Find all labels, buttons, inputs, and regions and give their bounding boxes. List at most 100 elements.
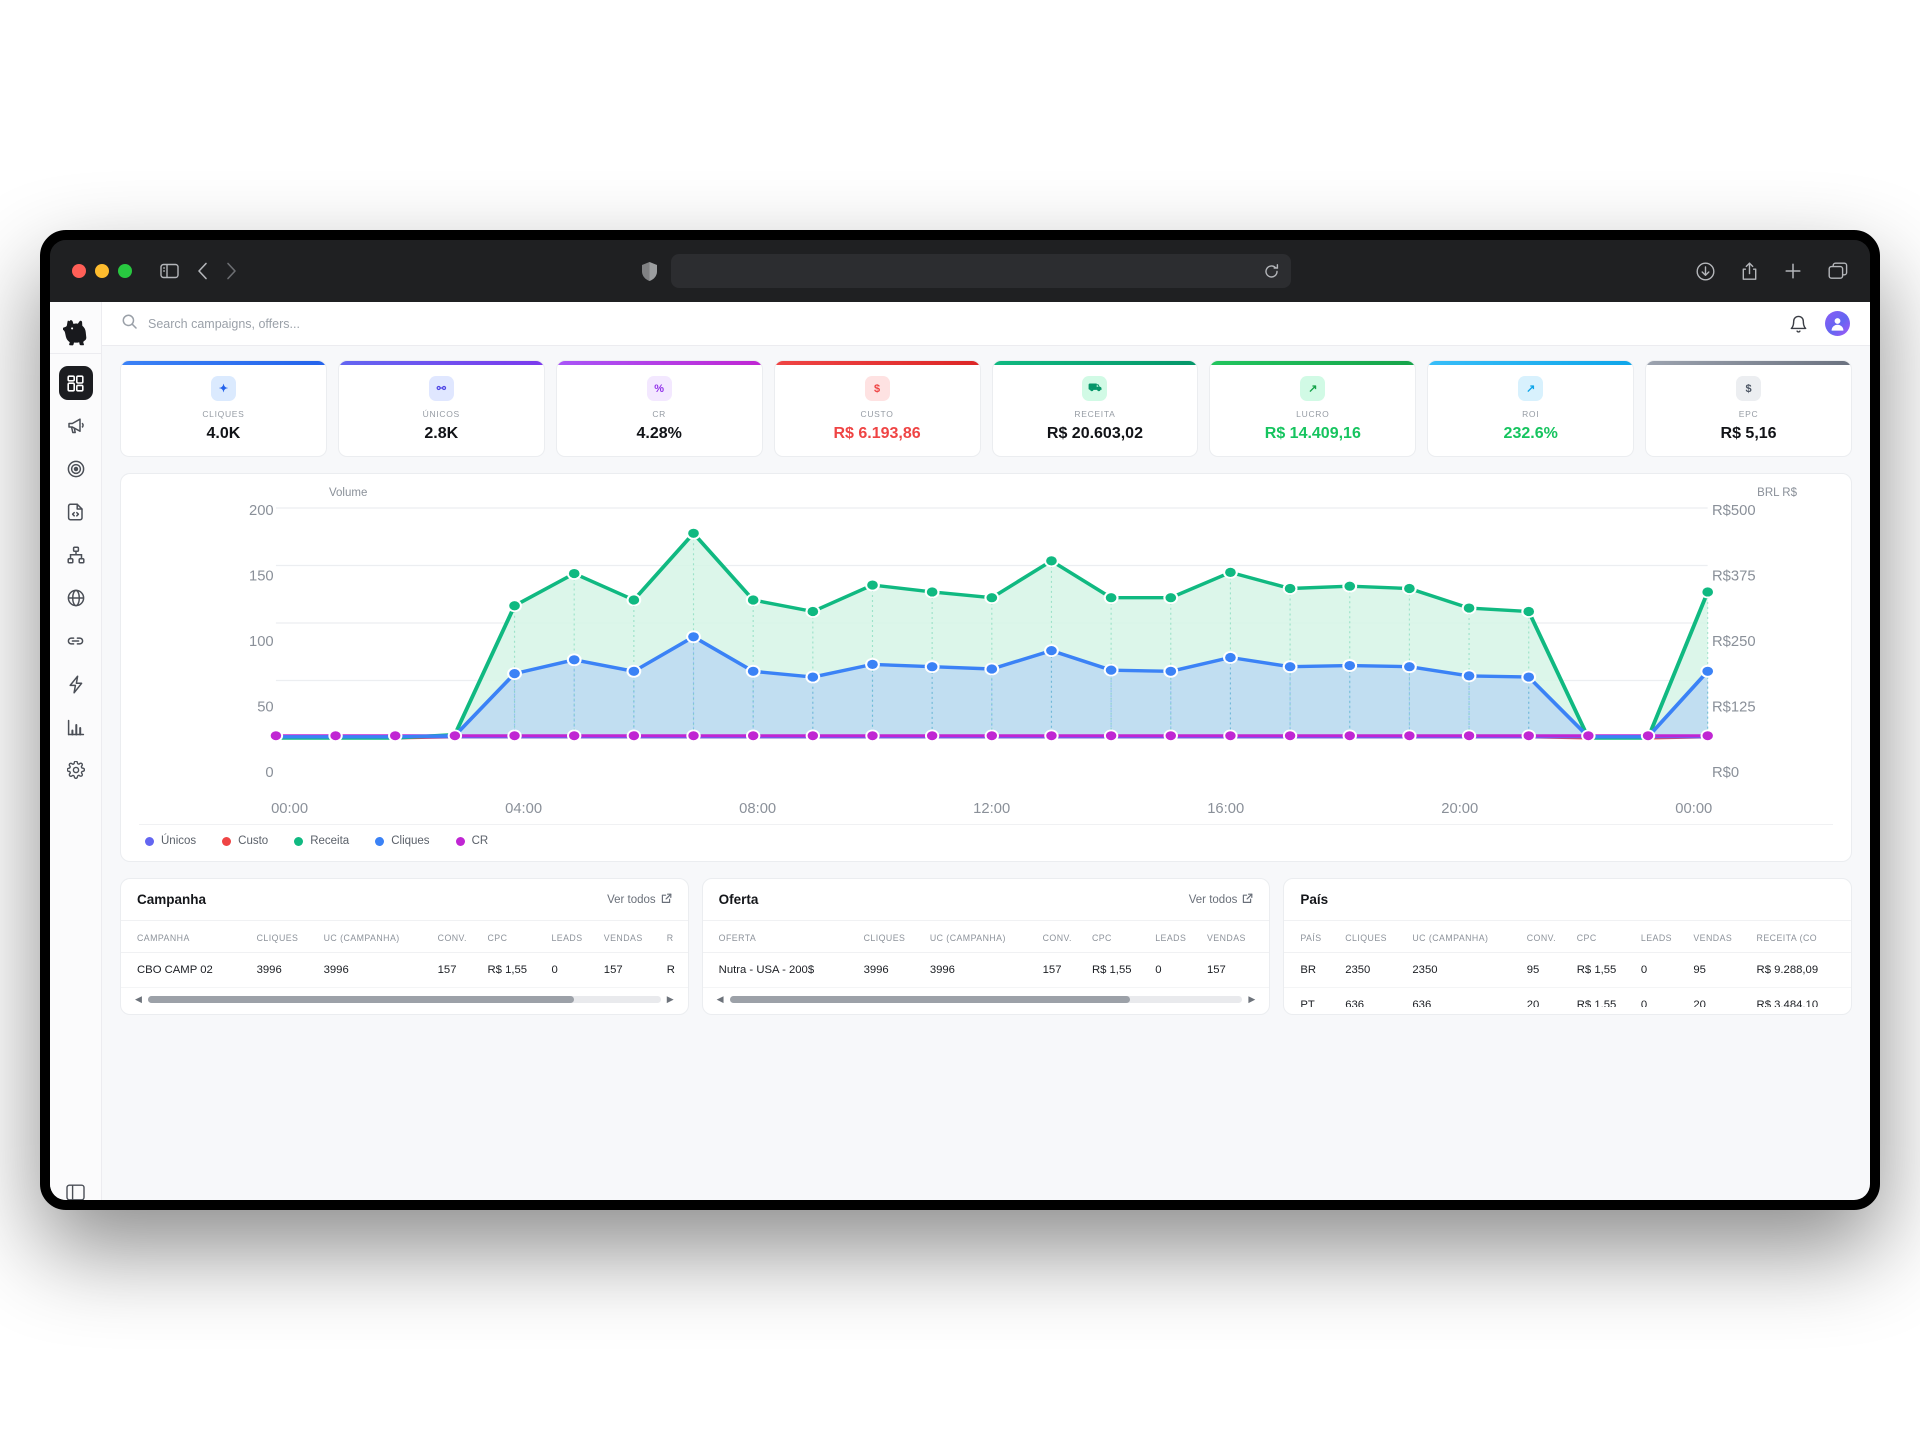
scrollbar-track[interactable]: [147, 996, 661, 1003]
legend-item-únicos[interactable]: Únicos: [145, 835, 196, 847]
panel-collapse-icon[interactable]: [66, 1184, 85, 1200]
main-area: Search campaigns, offers... ✦ CLIQUES 4.0K…: [102, 302, 1870, 1200]
kpi-card-lucro[interactable]: ↗ LUCRO R$ 14.409,16: [1209, 360, 1417, 457]
kpi-card-cr[interactable]: % CR 4.28%: [555, 360, 763, 457]
table-scroll-region[interactable]: PAÍS CLIQUES UC (CAMPANHA) CONV. CPC LEADS VEN…: [1284, 921, 1852, 1007]
column-header[interactable]: VENDAS: [603, 921, 667, 953]
column-header[interactable]: LEADS: [1155, 921, 1207, 953]
search-bar[interactable]: Search campaigns, offers...: [122, 314, 1790, 334]
forward-icon[interactable]: [226, 262, 237, 280]
kpi-card-roi[interactable]: ↗ ROI 232.6%: [1427, 360, 1635, 457]
reload-icon[interactable]: [1264, 263, 1279, 279]
scroll-right-arrow[interactable]: ▶: [666, 994, 674, 1004]
column-header[interactable]: UC (CAMPANHA): [929, 921, 1043, 953]
tabs-icon[interactable]: [1828, 262, 1848, 280]
column-header[interactable]: LEADS: [1640, 921, 1694, 953]
bell-icon[interactable]: [1790, 315, 1807, 333]
column-header[interactable]: LEADS: [551, 921, 604, 953]
table-scroll-region[interactable]: OFERTA CLIQUES UC (CAMPANHA) CONV. CPC LEADS V…: [702, 921, 1270, 988]
column-header[interactable]: CONV.: [1526, 921, 1577, 953]
column-header[interactable]: CONV.: [1042, 921, 1092, 953]
kpi-card-receita[interactable]: ⛟ RECEITA R$ 20.603,02: [991, 360, 1199, 457]
legend-item-custo[interactable]: Custo: [222, 835, 268, 847]
table-card-campanha: Campanha Ver todos CAMPANHA CLIQUES UC (CAMP…: [120, 878, 689, 1015]
window-controls[interactable]: [72, 264, 132, 278]
column-header[interactable]: CPC: [487, 921, 552, 953]
column-header[interactable]: CLIQUES: [1345, 921, 1413, 953]
table-row[interactable]: CBO CAMP 02 3996 3996 157 R$ 1,55 0 157 R: [121, 952, 688, 988]
sidebar-icon[interactable]: [160, 263, 179, 279]
view-all-link[interactable]: Ver todos: [1189, 893, 1254, 907]
sidebar-item-campaigns[interactable]: [59, 409, 93, 443]
table-row[interactable]: BR 2350 2350 95 R$ 1,55 0 95 R$ 9.288,09: [1284, 952, 1852, 988]
horizontal-scrollbar[interactable]: ◀ ▶: [703, 988, 1270, 1014]
column-header[interactable]: CLIQUES: [256, 921, 324, 953]
chart-area: Volume BRL R$ 0 50 100 150 200 R$0 R$125 R$250 R…: [139, 487, 1833, 820]
scroll-left-arrow[interactable]: ◀: [716, 994, 724, 1004]
address-bar[interactable]: [671, 254, 1291, 288]
shield-icon[interactable]: [642, 261, 657, 281]
column-header[interactable]: CAMPANHA: [121, 921, 257, 953]
search-icon: [122, 314, 137, 334]
close-window-button[interactable]: [72, 264, 86, 278]
column-header[interactable]: VENDAS: [1693, 921, 1757, 953]
column-header[interactable]: CLIQUES: [863, 921, 930, 953]
legend-item-receita[interactable]: Receita: [294, 835, 349, 847]
sidebar-item-domains[interactable]: [59, 581, 93, 615]
avatar[interactable]: [1825, 311, 1850, 336]
maximize-window-button[interactable]: [118, 264, 132, 278]
scrollbar-track[interactable]: [729, 996, 1243, 1003]
back-icon[interactable]: [197, 262, 208, 280]
trending-up-icon: ↗: [1300, 376, 1326, 401]
chart-y-axis-title: Volume: [329, 487, 368, 499]
column-header[interactable]: UC (CAMPANHA): [1412, 921, 1527, 953]
column-header[interactable]: CONV.: [437, 921, 488, 953]
minimize-window-button[interactable]: [95, 264, 109, 278]
scrollbar-thumb[interactable]: [147, 996, 574, 1003]
table-cell: 3996: [863, 952, 930, 988]
download-icon[interactable]: [1696, 261, 1715, 281]
table-row[interactable]: PT 636 636 20 R$ 1,55 0 20 R$ 3.484,10: [1284, 987, 1852, 1007]
table-row[interactable]: Nutra - USA - 200$ 3996 3996 157 R$ 1,55 0 157: [702, 952, 1270, 988]
table-cell: 157: [437, 952, 488, 988]
scroll-left-arrow[interactable]: ◀: [135, 994, 142, 1004]
table-title: País: [1300, 892, 1329, 907]
kpi-card-cliques[interactable]: ✦ CLIQUES 4.0K: [120, 360, 327, 457]
search-input[interactable]: Search campaigns, offers...: [148, 316, 300, 331]
column-header[interactable]: R: [666, 921, 688, 953]
horizontal-scrollbar[interactable]: ◀ ▶: [121, 988, 688, 1014]
kpi-card-epc[interactable]: $ EPC R$ 5,16: [1645, 360, 1852, 457]
view-all-link[interactable]: Ver todos: [607, 893, 672, 907]
scrollbar-thumb[interactable]: [729, 996, 1130, 1003]
sidebar-item-links[interactable]: [59, 624, 93, 658]
column-header[interactable]: VENDAS: [1206, 921, 1270, 953]
column-header[interactable]: CPC: [1576, 921, 1641, 953]
app-header: Search campaigns, offers...: [102, 302, 1870, 346]
sidebar-item-flows[interactable]: [59, 538, 93, 572]
kpi-card-custo[interactable]: $ CUSTO R$ 6.193,86: [773, 360, 981, 457]
sidebar-item-targets[interactable]: [59, 452, 93, 486]
sidebar-item-settings[interactable]: [59, 753, 93, 787]
dog-logo-icon[interactable]: [50, 310, 101, 354]
column-header[interactable]: RECEITA (CO: [1756, 921, 1852, 953]
sidebar-item-reports[interactable]: [59, 710, 93, 744]
table-scroll-region[interactable]: CAMPANHA CLIQUES UC (CAMPANHA) CONV. CPC LEAD…: [121, 921, 688, 988]
table-cell: PT: [1284, 987, 1346, 1007]
table-cell: 2350: [1412, 952, 1527, 988]
kpi-label: ROI: [1522, 409, 1540, 419]
column-header[interactable]: CPC: [1091, 921, 1156, 953]
legend-item-cr[interactable]: CR: [455, 835, 488, 847]
sidebar-item-pages[interactable]: [59, 495, 93, 529]
kpi-card-únicos[interactable]: ⚯ ÚNICOS 2.8K: [337, 360, 545, 457]
sidebar-item-dashboard[interactable]: [58, 366, 93, 400]
column-header[interactable]: PAÍS: [1284, 921, 1346, 953]
scroll-right-arrow[interactable]: ▶: [1248, 994, 1256, 1004]
sidebar-item-automations[interactable]: [59, 667, 93, 701]
column-header[interactable]: UC (CAMPANHA): [323, 921, 438, 953]
chart-plot[interactable]: [139, 490, 1833, 780]
share-icon[interactable]: [1741, 262, 1758, 281]
legend-label: Cliques: [391, 835, 430, 847]
column-header[interactable]: OFERTA: [702, 921, 864, 953]
plus-icon[interactable]: [1784, 262, 1802, 280]
legend-item-cliques[interactable]: Cliques: [375, 835, 430, 847]
